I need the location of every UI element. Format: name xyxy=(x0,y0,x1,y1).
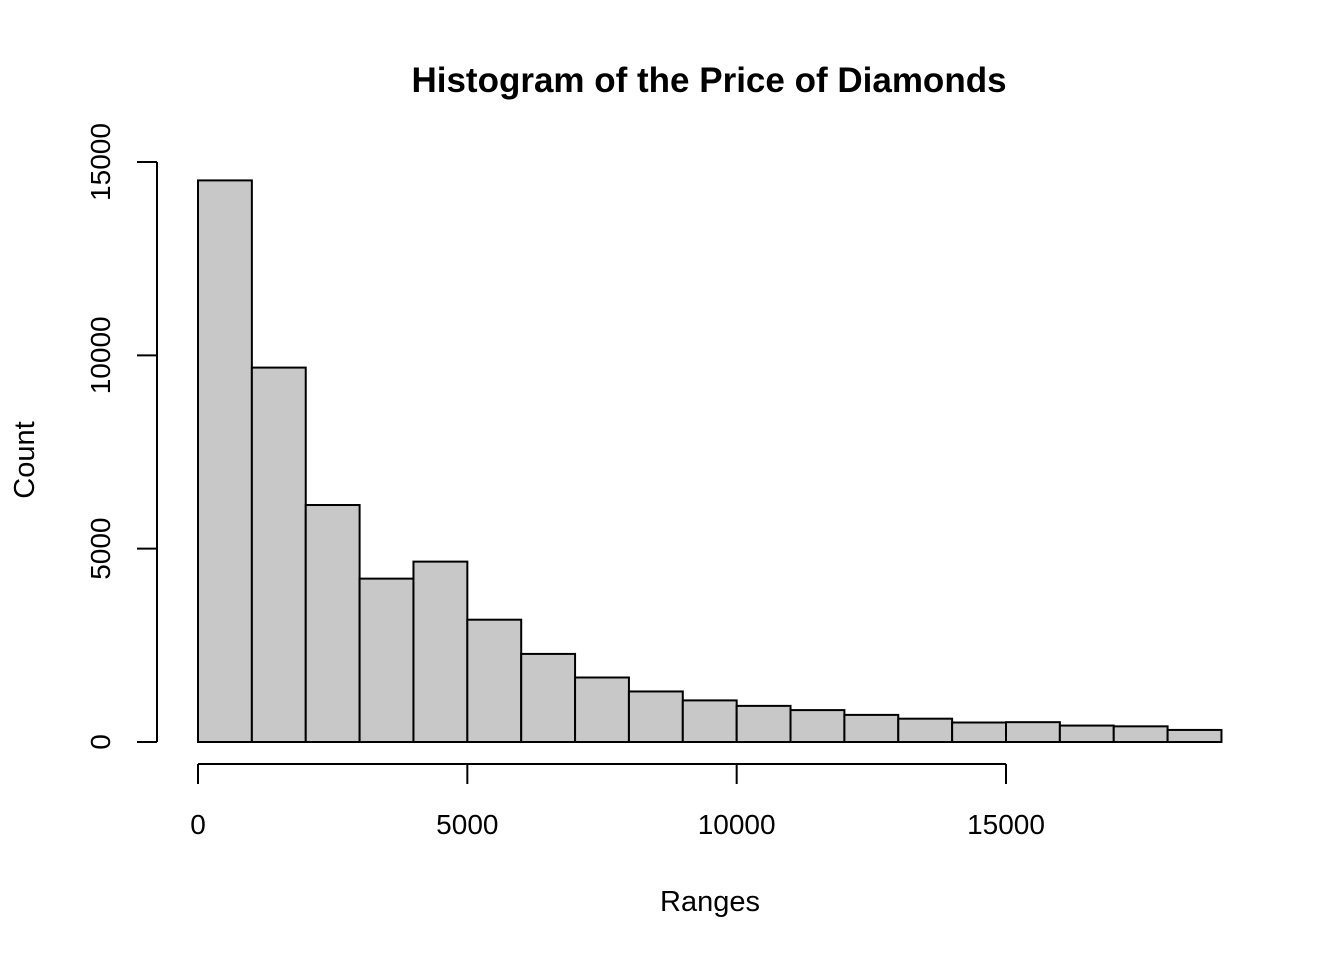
y-tick-label-3: 15000 xyxy=(85,123,116,201)
y-axis: 0 5000 10000 15000 xyxy=(85,123,158,750)
histogram-bar-13 xyxy=(897,717,954,744)
histogram-bar-1 xyxy=(250,366,307,743)
x-tick-label-1: 5000 xyxy=(436,809,498,840)
histogram-bar-9 xyxy=(681,699,738,743)
x-tick-label-0: 0 xyxy=(190,809,206,840)
x-axis-label: Ranges xyxy=(660,886,760,918)
histogram-bar-4 xyxy=(412,560,469,743)
y-axis-label: Count xyxy=(9,421,41,498)
histogram-bar-6 xyxy=(520,652,577,744)
x-tick-label-2: 10000 xyxy=(698,809,776,840)
y-tick-label-2: 10000 xyxy=(85,316,116,394)
histogram-bar-16 xyxy=(1058,724,1115,743)
y-tick-label-1: 5000 xyxy=(85,518,116,580)
chart-title: Histogram of the Price of Diamonds xyxy=(411,61,1006,100)
histogram-bar-17 xyxy=(1112,725,1169,744)
histogram-bar-15 xyxy=(1005,721,1061,744)
bars-group xyxy=(197,179,1223,744)
histogram-bar-3 xyxy=(358,577,415,744)
histogram-bar-2 xyxy=(304,504,361,743)
x-tick-label-3: 15000 xyxy=(967,809,1045,840)
histogram-bar-10 xyxy=(735,704,792,743)
histogram-bar-7 xyxy=(574,676,630,744)
histogram-bar-14 xyxy=(951,721,1008,744)
histogram-bar-0 xyxy=(197,179,253,743)
histogram-bar-11 xyxy=(789,709,846,743)
histogram-bar-18 xyxy=(1166,728,1223,743)
histogram-bar-12 xyxy=(843,713,900,743)
histogram-bar-5 xyxy=(466,618,523,743)
x-axis: 0 5000 10000 15000 xyxy=(190,763,1045,840)
y-tick-label-0: 0 xyxy=(85,734,116,750)
histogram-bar-8 xyxy=(627,690,684,743)
